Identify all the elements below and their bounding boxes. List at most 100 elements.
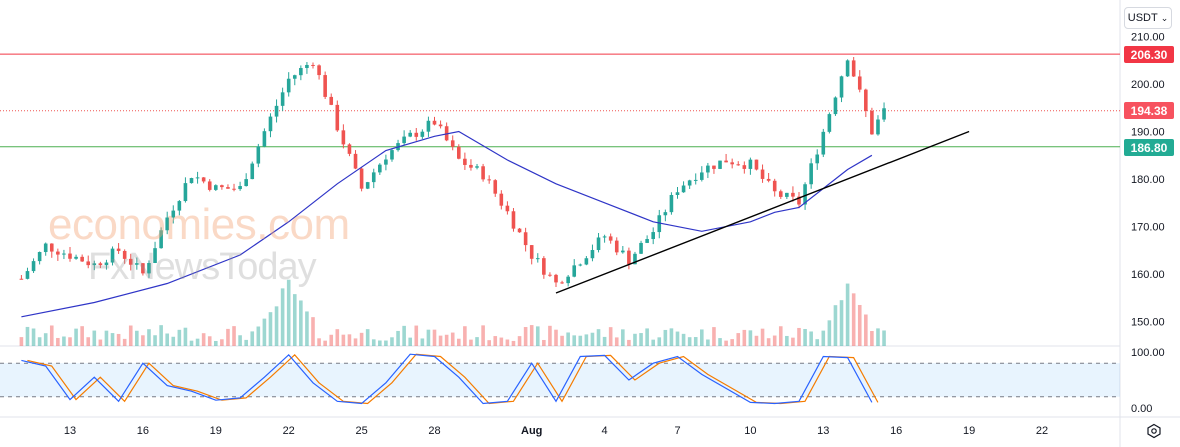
candle-body	[250, 163, 255, 180]
volume-bar	[803, 328, 807, 346]
volume-bar	[365, 329, 370, 346]
candle-body	[341, 130, 346, 145]
candle-body	[43, 243, 48, 253]
candle-body	[122, 250, 127, 259]
candle-body	[766, 178, 771, 181]
volume-bar	[335, 329, 340, 346]
time-tick-label: 10	[744, 425, 756, 437]
volume-bar	[614, 337, 619, 346]
volume-bar	[86, 337, 91, 346]
volume-bar	[621, 329, 625, 346]
support-price-badge: 186.80	[1124, 139, 1174, 156]
candle-body	[262, 131, 267, 147]
volume-bar	[43, 333, 48, 346]
currency-selector[interactable]: USDT ⌄	[1124, 7, 1172, 29]
volume-bar	[110, 333, 115, 346]
candle-body	[135, 263, 139, 265]
candle-body	[62, 253, 66, 255]
oscillator-tick-label: 0.00	[1131, 403, 1152, 415]
volume-bar	[286, 279, 291, 346]
price-tick-label: 210.00	[1131, 32, 1165, 44]
volume-bar	[359, 332, 364, 346]
candle-body	[92, 263, 97, 266]
candle-body	[207, 181, 212, 190]
trendline	[555, 130, 970, 294]
candle-body	[19, 278, 24, 280]
candle-body	[700, 172, 704, 180]
volume-bar	[305, 311, 309, 346]
stochastic-d-line	[27, 353, 879, 405]
volume-bar	[821, 330, 826, 346]
volume-bar	[693, 337, 698, 346]
candle-body	[305, 64, 309, 69]
volume-bar	[778, 326, 783, 346]
volume-bar	[378, 340, 382, 346]
candle-body	[681, 185, 686, 193]
volume-bar	[700, 329, 704, 346]
volume-bar	[463, 326, 467, 346]
time-tick-label: 19	[210, 425, 222, 437]
candle-body	[797, 196, 801, 205]
candle-body	[523, 232, 528, 246]
volume-bar	[207, 336, 212, 346]
candle-body	[98, 263, 103, 266]
settings-gear-icon[interactable]	[1144, 421, 1164, 441]
volume-bar	[560, 335, 564, 346]
time-tick-label: 4	[602, 425, 608, 437]
volume-bar	[469, 339, 473, 346]
volume-bar	[402, 325, 406, 346]
volume-bar	[371, 339, 376, 346]
volume-bar	[523, 327, 528, 346]
volume-bar	[159, 325, 163, 346]
candle-body	[602, 236, 607, 238]
volume-bar	[706, 339, 710, 346]
volume-bar	[49, 325, 54, 346]
volume-bar	[572, 335, 577, 346]
candle-body	[128, 258, 133, 265]
volume-bar	[189, 340, 194, 346]
volume-bar	[25, 326, 30, 346]
volume-bar	[876, 328, 880, 346]
volume-bar	[329, 334, 334, 346]
volume-bar	[681, 333, 686, 346]
candle-body	[845, 60, 850, 77]
volume-bar	[390, 337, 394, 346]
candle-body	[323, 75, 327, 97]
volume-bar	[80, 326, 84, 346]
volume-bar	[92, 330, 97, 346]
volume-bar	[827, 320, 832, 346]
volume-bar	[19, 337, 24, 346]
price-tick-label: 190.00	[1131, 127, 1165, 139]
candle-body	[353, 153, 358, 169]
candle-body	[542, 258, 546, 275]
candle-body	[529, 245, 534, 259]
currency-label: USDT	[1127, 12, 1158, 24]
candle-body	[572, 265, 577, 277]
candle-body	[706, 165, 710, 173]
volume-bar	[262, 318, 267, 346]
time-tick-label: 22	[283, 425, 295, 437]
price-tick-label: 170.00	[1131, 222, 1165, 234]
volume-bar	[420, 338, 425, 346]
candle-body	[220, 185, 224, 188]
candle-body	[384, 159, 388, 165]
volume-bar	[396, 330, 400, 346]
candle-body	[311, 64, 315, 66]
volume-bar	[353, 338, 358, 346]
candle-body	[487, 179, 491, 181]
candle-body	[876, 119, 880, 135]
candle-body	[414, 132, 419, 137]
candle-body	[730, 162, 734, 165]
volume-bar	[505, 339, 510, 346]
volume-bar	[833, 305, 838, 346]
time-tick-label: 13	[817, 425, 829, 437]
volume-bar	[851, 293, 856, 346]
volume-bar	[864, 314, 868, 346]
candle-body	[724, 160, 728, 163]
candle-body	[778, 191, 783, 197]
candle-body	[238, 186, 242, 190]
volume-bar	[772, 335, 777, 346]
candle-body	[286, 78, 291, 93]
candle-body	[693, 179, 698, 181]
